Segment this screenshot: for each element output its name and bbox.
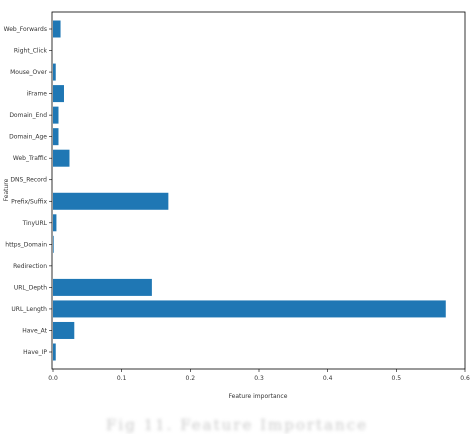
y-tick-label-have-at: Have_At: [22, 327, 47, 334]
y-tick-label-web-forwards: Web_Forwards: [4, 26, 47, 33]
x-tick-label: 0.4: [323, 375, 333, 382]
y-tick-label-redirection: Redirection: [13, 263, 47, 270]
bar-tinyurl: [53, 214, 57, 232]
y-tick-label-mouse-over: Mouse_Over: [10, 69, 47, 76]
x-tick-label: 0.2: [186, 375, 196, 382]
bars-group: [53, 20, 446, 361]
y-tick-label-tinyurl: TinyURL: [22, 220, 48, 227]
y-tick-label-https-domain: https_Domain: [5, 241, 47, 248]
y-tick-label-domain-age: Domain_Age: [9, 134, 47, 141]
y-tick-label-dns-record: DNS_Record: [10, 177, 47, 184]
x-tick-label: 0.6: [460, 375, 470, 382]
x-axis-label: Feature importance: [229, 393, 288, 400]
bar-mouse-over: [53, 63, 56, 81]
bar-iframe: [53, 85, 64, 103]
y-tick-label-url-depth: URL_Depth: [14, 284, 47, 291]
bar-have-at: [53, 321, 75, 339]
figure-caption: Fig 11. Feature Importance: [106, 416, 368, 434]
bar-domain-age: [53, 128, 59, 146]
bar-url-depth: [53, 278, 152, 296]
bar-domain-end: [53, 106, 59, 124]
bar-have-ip: [53, 343, 56, 361]
x-ticks-group: 0.0 0.1 0.2 0.3 0.4 0.5 0.6: [48, 369, 470, 382]
y-tick-label-domain-end: Domain_End: [9, 112, 47, 119]
bar-web-forwards: [53, 20, 61, 38]
x-tick-label: 0.3: [254, 375, 264, 382]
x-tick-label: 0.1: [117, 375, 127, 382]
x-tick-label: 0.0: [48, 375, 58, 382]
y-tick-label-url-length: URL_Length: [11, 306, 47, 313]
y-tick-label-web-traffic: Web_Traffic: [13, 155, 47, 162]
y-tick-label-iframe: iFrame: [27, 91, 48, 98]
y-tick-label-have-ip: Have_IP: [23, 349, 47, 356]
bar-prefix-suffix: [53, 192, 169, 210]
y-ticks-group: Have_IP Have_At URL_Length URL_Depth Redirec…: [4, 26, 52, 356]
x-tick-label: 0.5: [392, 375, 402, 382]
y-tick-label-prefix-suffix: Prefix/Suffix: [11, 198, 47, 205]
bar-https-domain: [53, 235, 54, 253]
bar-url-length: [53, 300, 446, 318]
y-axis-label: Feature: [3, 178, 10, 201]
bar-web-traffic: [53, 149, 70, 167]
y-tick-label-right-click: Right_Click: [14, 48, 48, 55]
